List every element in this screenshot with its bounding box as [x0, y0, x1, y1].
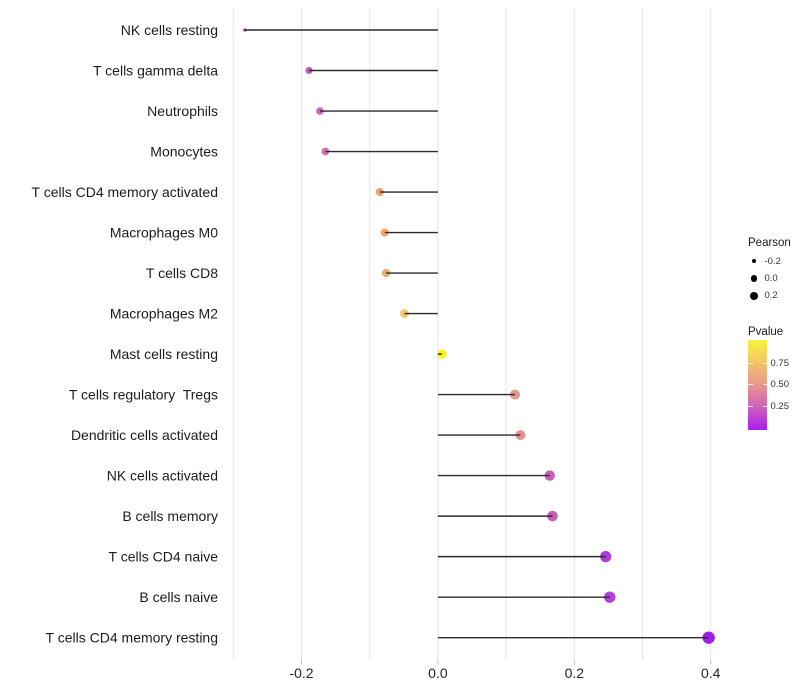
y-axis-label: Macrophages M0: [110, 224, 218, 240]
x-axis-tick-label: 0.2: [565, 665, 585, 681]
y-axis-label: Mast cells resting: [110, 346, 218, 362]
data-point: [243, 28, 247, 32]
y-axis-label: Dendritic cells activated: [71, 427, 218, 443]
y-axis-label: NK cells activated: [107, 467, 218, 483]
x-axis-tick-label: -0.2: [289, 665, 313, 681]
y-axis-label: T cells CD4 naive: [109, 548, 219, 564]
y-axis-label: NK cells resting: [121, 22, 218, 38]
y-axis-label: Monocytes: [150, 143, 218, 159]
x-axis-tick-label: 0.4: [701, 665, 721, 681]
y-axis-label: Neutrophils: [147, 103, 218, 119]
y-axis-label: T cells CD4 memory activated: [32, 184, 218, 200]
y-axis-label: T cells regulatory Tregs: [69, 386, 218, 402]
y-axis-label: Macrophages M2: [110, 305, 218, 321]
y-axis-label: T cells gamma delta: [93, 62, 218, 78]
y-axis-label: T cells CD4 memory resting: [46, 629, 218, 645]
x-axis-tick-label: 0.0: [428, 665, 448, 681]
y-axis-label: T cells CD8: [146, 265, 218, 281]
y-axis-label: B cells naive: [139, 589, 218, 605]
data-point: [380, 228, 389, 237]
y-axis-label: B cells memory: [122, 508, 218, 524]
